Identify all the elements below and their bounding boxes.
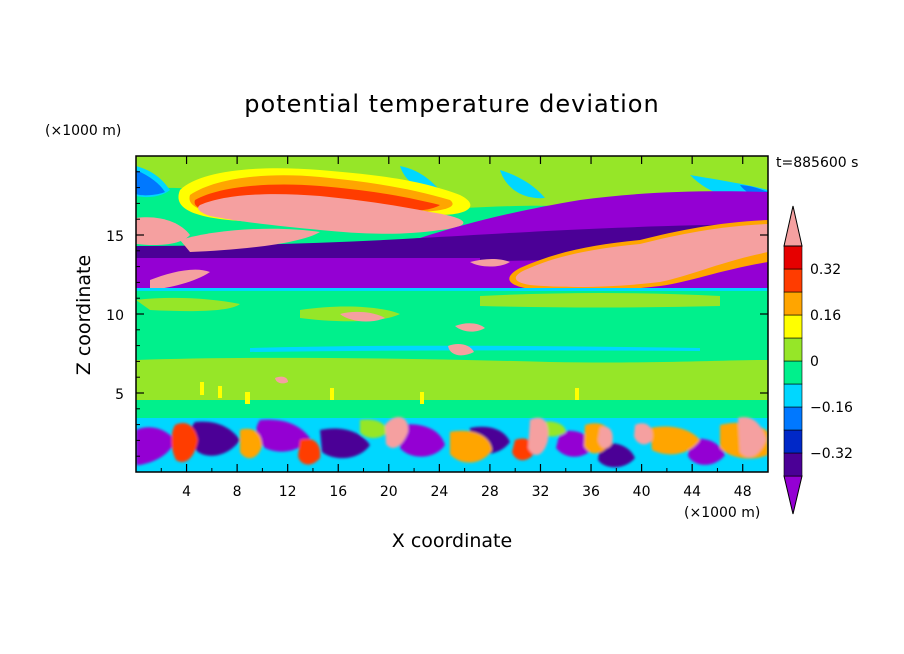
y-tick-label: 15 (106, 229, 124, 245)
x-axis-unit: (×1000 m) (684, 505, 760, 521)
field-left-pink-2 (180, 228, 320, 252)
field-right-pink (515, 224, 768, 287)
x-tick-label: 48 (734, 484, 752, 500)
x-tick-label: 24 (430, 484, 448, 500)
colorbar-segment (783, 314, 803, 339)
colorbar-label: 0.16 (810, 308, 841, 324)
field-left-pink (136, 217, 190, 246)
colorbar: 0.32 0.16 0 −0.16 −0.32 (783, 205, 853, 515)
colorbar-segment (783, 406, 803, 431)
y-tick-label: 10 (106, 308, 124, 324)
colorbar-segment (783, 360, 803, 385)
x-tick-label: 20 (380, 484, 398, 500)
colorbar-segment (783, 452, 803, 477)
x-tick-label: 44 (683, 484, 701, 500)
colorbar-label: 0 (810, 354, 819, 370)
field-tropopause-line (136, 288, 768, 291)
y-axis-ticks: 5 10 15 (106, 171, 768, 457)
colorbar-segment (783, 245, 803, 270)
y-axis-unit: (×1000 m) (45, 123, 121, 139)
field-mid-cyan-streak (250, 345, 700, 352)
colorbar-label: −0.16 (810, 400, 853, 416)
x-tick-label: 40 (633, 484, 651, 500)
colorbar-label: −0.32 (810, 446, 853, 462)
colorbar-segment (783, 268, 803, 293)
chart-title: potential temperature deviation (244, 90, 659, 118)
x-tick-label: 12 (279, 484, 297, 500)
field-mid-pink (150, 259, 510, 290)
colorbar-label: 0.32 (810, 262, 841, 278)
colorbar-segment (783, 337, 803, 362)
y-axis-label: Z coordinate (73, 255, 95, 375)
field-band-purple-left (136, 258, 480, 288)
colorbar-extend-low (783, 475, 803, 515)
colorbar-segment (783, 383, 803, 408)
contour-field (136, 156, 768, 472)
x-tick-label: 32 (532, 484, 550, 500)
colorbar-segment (783, 291, 803, 316)
x-tick-label: 8 (233, 484, 242, 500)
time-label: t=885600 s (776, 155, 858, 171)
colorbar-segment (783, 429, 803, 454)
field-upper-pink (198, 194, 464, 234)
x-tick-label: 28 (481, 484, 499, 500)
x-axis-label: X coordinate (392, 530, 512, 552)
colorbar-extend-high (783, 205, 803, 247)
x-axis-ticks: 4 8 12 16 20 24 28 32 36 40 44 48 (160, 156, 752, 500)
field-bl-cells (136, 416, 768, 468)
y-tick-label: 5 (115, 387, 124, 403)
field-mid-lightgreen (136, 293, 768, 400)
x-tick-label: 36 (582, 484, 600, 500)
x-tick-label: 16 (329, 484, 347, 500)
x-tick-label: 4 (182, 484, 191, 500)
